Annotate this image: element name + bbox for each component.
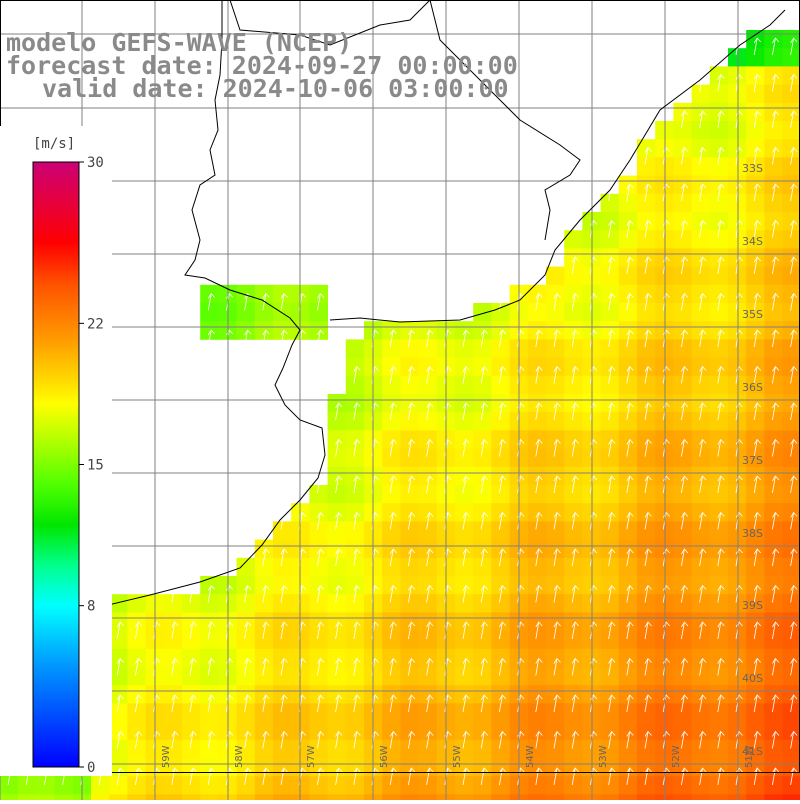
- lon-label: 52W: [671, 745, 682, 768]
- colorbar-gradient: [32, 161, 80, 768]
- colorbar-tick-label: 8: [87, 599, 95, 615]
- colorbar-tick-label: 15: [87, 458, 104, 474]
- colorbar: [m/s] 30 22 15 8 0: [0, 126, 112, 776]
- lon-label: 58W: [234, 745, 245, 768]
- valid-date: valid date: 2024-10-06 03:00:00: [42, 74, 509, 103]
- lon-label: 54W: [525, 745, 536, 768]
- model-title: modelo GEFS-WAVE (NCEP): [6, 28, 353, 57]
- lat-label: 35S: [742, 308, 763, 321]
- colorbar-tick-label: 0: [87, 760, 95, 776]
- lat-label: 38S: [742, 527, 763, 540]
- lon-label: 51W: [744, 745, 755, 768]
- colorbar-tick-label: 22: [87, 316, 104, 332]
- colorbar-unit: [m/s]: [33, 136, 75, 152]
- lat-label: 36S: [742, 381, 763, 394]
- lon-label: 57W: [306, 745, 317, 768]
- forecast-date: forecast date: 2024-09-27 00:00:00: [6, 51, 518, 80]
- latitude-labels: 33S 34S 35S 36S 37S 38S 39S 40S 41S: [742, 162, 763, 758]
- coastline-layer: [0, 0, 786, 619]
- colorbar-tick-label: 30: [87, 155, 104, 171]
- lat-label: 33S: [742, 162, 763, 175]
- lon-label: 56W: [379, 745, 390, 768]
- wind-field-layer: [0, 30, 800, 804]
- lon-label: 53W: [598, 745, 609, 768]
- lon-label: 55W: [452, 745, 463, 768]
- lat-label: 40S: [742, 672, 763, 685]
- wind-arrow-layer: [7, 37, 798, 786]
- lat-label: 39S: [742, 599, 763, 612]
- lon-label: 59W: [161, 745, 172, 768]
- lat-label: 34S: [742, 235, 763, 248]
- lat-label: 37S: [742, 454, 763, 467]
- lat-label: 41S: [742, 745, 763, 758]
